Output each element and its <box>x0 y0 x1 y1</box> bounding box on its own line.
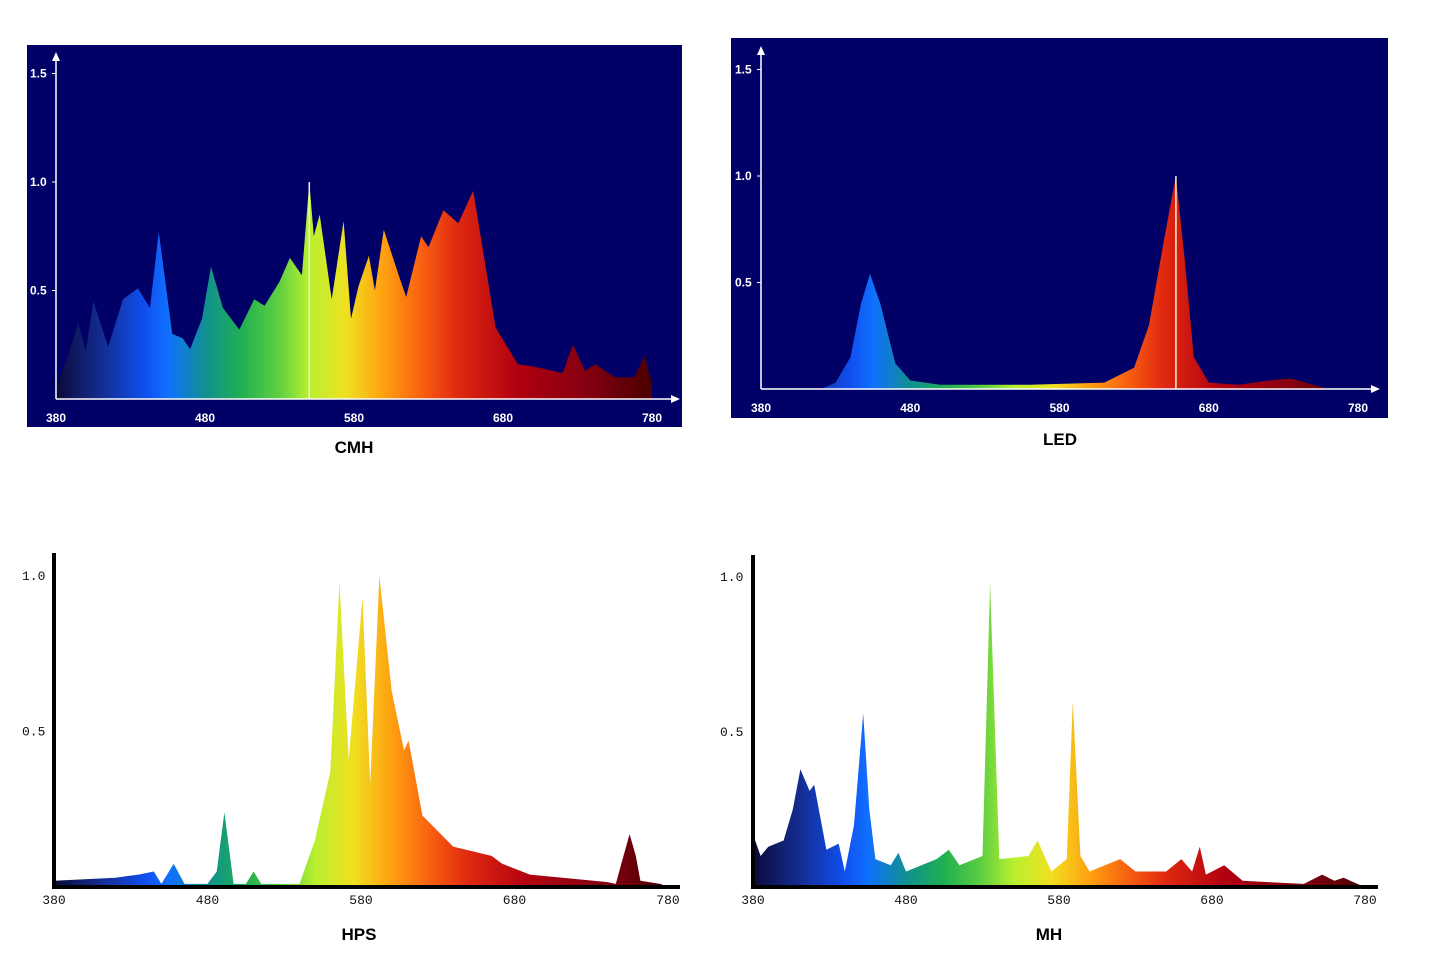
chart-hps: 380 480 580 680 780 0.5 1.0 HPS <box>22 553 680 944</box>
x-tick-label: 780 <box>656 893 679 908</box>
y-tick-label: 1.5 <box>735 63 752 77</box>
y-axis-arrow-icon <box>757 46 765 55</box>
y-tick-label: 1.0 <box>30 175 47 189</box>
chart-cmh: 380 480 580 680 780 0.5 1.0 1.5 CMH <box>27 45 682 457</box>
x-axis-arrow-icon <box>671 395 680 403</box>
x-tick-label: 380 <box>42 893 65 908</box>
x-tick-label: 480 <box>894 893 917 908</box>
chart-mh: 380 480 580 680 780 0.5 1.0 MH <box>720 555 1378 944</box>
spectrum-area <box>56 182 652 399</box>
x-tick-label: 480 <box>900 401 920 415</box>
chart-title: LED <box>1043 430 1077 449</box>
x-tick-label: 680 <box>1199 401 1219 415</box>
x-tick-label: 480 <box>195 411 215 425</box>
y-tick-label: 1.0 <box>720 570 743 585</box>
x-tick-label: 580 <box>1047 893 1070 908</box>
x-tick-label: 580 <box>1049 401 1069 415</box>
y-tick-label: 1.5 <box>30 67 47 81</box>
y-tick-label: 0.5 <box>735 276 752 290</box>
x-tick-label: 380 <box>741 893 764 908</box>
spectrum-area <box>820 176 1329 389</box>
x-tick-label: 780 <box>1348 401 1368 415</box>
chart-title: HPS <box>342 925 377 944</box>
x-tick-label: 380 <box>751 401 771 415</box>
x-tick-label: 680 <box>503 893 526 908</box>
x-tick-label: 480 <box>196 893 219 908</box>
y-tick-label: 1.0 <box>735 169 752 183</box>
x-tick-label: 680 <box>1200 893 1223 908</box>
y-tick-label: 1.0 <box>22 569 45 584</box>
x-tick-label: 380 <box>46 411 66 425</box>
y-axis-arrow-icon <box>52 52 60 61</box>
plot-background <box>731 38 1388 418</box>
x-tick-label: 680 <box>493 411 513 425</box>
spectrum-area <box>54 576 668 887</box>
x-tick-label: 780 <box>1353 893 1376 908</box>
x-tick-label: 580 <box>344 411 364 425</box>
chart-title: MH <box>1036 925 1062 944</box>
spectrum-area <box>753 583 1365 887</box>
y-tick-label: 0.5 <box>22 725 45 740</box>
chart-led: 380 480 580 680 780 0.5 1.0 1.5 LED <box>731 38 1388 449</box>
y-tick-label: 0.5 <box>720 725 743 740</box>
x-tick-label: 580 <box>349 893 372 908</box>
chart-title: CMH <box>335 438 374 457</box>
y-tick-label: 0.5 <box>30 284 47 298</box>
x-tick-label: 780 <box>642 411 662 425</box>
x-axis-arrow-icon <box>1371 385 1380 393</box>
